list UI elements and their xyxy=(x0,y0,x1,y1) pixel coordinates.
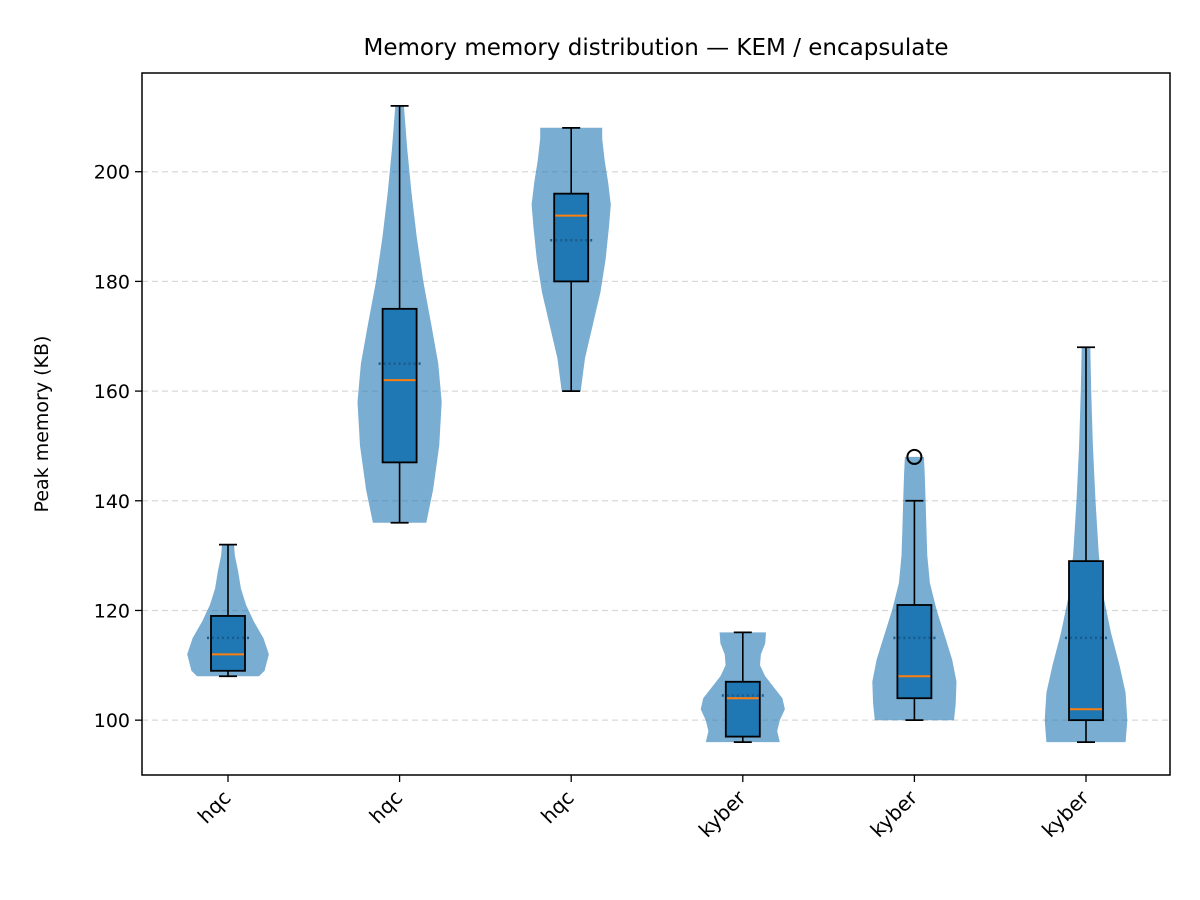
y-axis-label: Peak memory (KB) xyxy=(31,336,53,513)
plot-area xyxy=(187,105,1128,743)
y-tick-label: 100 xyxy=(94,710,130,732)
y-tick-label: 140 xyxy=(94,491,130,513)
plot-frame xyxy=(141,72,1171,776)
x-tick-label: hqc xyxy=(364,786,407,829)
iqr-box xyxy=(896,604,933,700)
x-tick-label: hqc xyxy=(536,786,579,829)
y-tick-label: 200 xyxy=(94,162,130,184)
iqr-box xyxy=(553,192,590,283)
iqr-box xyxy=(210,615,246,672)
outlier-point xyxy=(906,448,923,465)
x-tick-label: kyber xyxy=(865,785,922,842)
iqr-box xyxy=(724,680,761,738)
y-tick-label: 180 xyxy=(94,271,130,293)
y-tick-label: 160 xyxy=(94,381,130,403)
chart-title: Memory memory distribution — KEM / encap… xyxy=(363,35,948,61)
x-tick-label: hqc xyxy=(193,786,236,829)
iqr-box xyxy=(381,307,418,464)
x-tick-label: kyber xyxy=(694,785,751,842)
grid-lines xyxy=(142,171,1170,721)
x-tick-label: kyber xyxy=(1037,785,1094,842)
iqr-box xyxy=(1068,560,1104,722)
y-tick-label: 120 xyxy=(94,600,130,622)
